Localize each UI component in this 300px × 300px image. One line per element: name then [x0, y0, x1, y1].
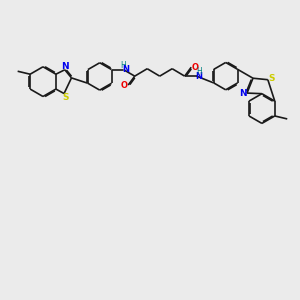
Text: S: S [62, 93, 69, 102]
Text: O: O [192, 63, 199, 72]
Text: H: H [120, 61, 126, 70]
Text: H: H [196, 67, 202, 76]
Text: N: N [61, 62, 69, 71]
Text: S: S [269, 74, 275, 83]
Text: N: N [239, 88, 247, 98]
Text: N: N [122, 65, 129, 74]
Text: N: N [195, 72, 203, 81]
Text: O: O [121, 81, 128, 90]
